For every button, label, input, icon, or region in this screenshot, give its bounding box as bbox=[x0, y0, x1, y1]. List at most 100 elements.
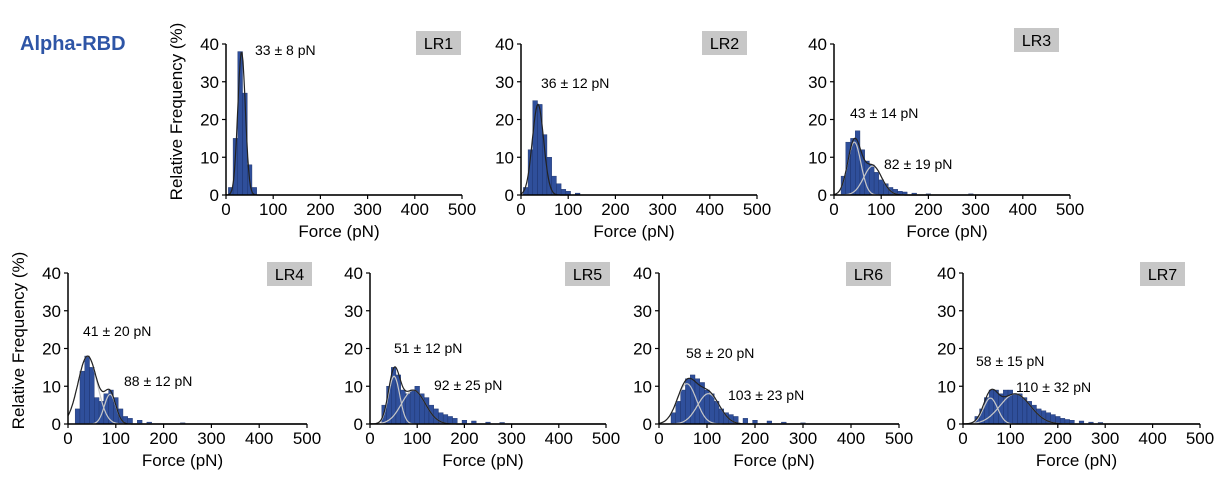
y-tick-label: 0 bbox=[210, 186, 219, 205]
panel-badge bbox=[846, 262, 891, 286]
histogram-bar bbox=[447, 416, 453, 425]
histogram-bar bbox=[699, 382, 705, 425]
histogram-panel-lr1: 0 100 200 300 400 500 0 10 20 30 40 Force (pN) Relat… bbox=[167, 23, 476, 241]
panel-label: LR5 bbox=[573, 267, 602, 284]
y-tick-label: 10 bbox=[495, 148, 514, 167]
histogram-panel-lr5: 0 100 200 300 400 500 0 10 20 30 40 Force (pN) LR5 51… bbox=[344, 262, 620, 470]
histogram-bar bbox=[1012, 393, 1018, 425]
x-axis-title: Force (pN) bbox=[442, 451, 523, 470]
panel-label: LR3 bbox=[1022, 33, 1051, 50]
histogram-bar bbox=[127, 418, 133, 425]
histogram-bar bbox=[878, 179, 884, 196]
y-tick-label: 20 bbox=[495, 111, 514, 130]
x-tick-label: 300 bbox=[353, 200, 381, 219]
histogram-bar bbox=[873, 172, 880, 196]
fit-annotation: 43 ± 14 pN bbox=[850, 105, 918, 121]
y-tick-label: 40 bbox=[42, 264, 61, 283]
panel-label: LR6 bbox=[854, 267, 883, 284]
x-axis-title: Force (pN) bbox=[593, 222, 674, 241]
fit-annotation: 36 ± 12 pN bbox=[541, 75, 609, 91]
x-tick-label: 400 bbox=[696, 200, 724, 219]
y-tick-label: 40 bbox=[344, 264, 363, 283]
histogram-bar bbox=[1017, 393, 1023, 425]
x-tick-label: 500 bbox=[885, 429, 913, 448]
x-tick-label: 300 bbox=[648, 200, 676, 219]
x-tick-label: 400 bbox=[1138, 429, 1166, 448]
x-tick-label: 200 bbox=[149, 429, 177, 448]
histogram-bar bbox=[670, 412, 676, 425]
panel-badge bbox=[267, 262, 312, 286]
histogram-bar bbox=[988, 389, 995, 425]
histogram-bar bbox=[237, 51, 243, 196]
panel-badge bbox=[565, 262, 610, 286]
fit-annotation: 58 ± 15 pN bbox=[976, 353, 1044, 369]
y-tick-label: 40 bbox=[633, 264, 652, 283]
x-tick-label: 200 bbox=[741, 429, 769, 448]
y-tick-label: 30 bbox=[808, 73, 827, 92]
x-tick-label: 100 bbox=[693, 429, 721, 448]
y-tick-label: 10 bbox=[200, 148, 219, 167]
y-tick-label: 0 bbox=[354, 415, 363, 434]
x-tick-label: 300 bbox=[789, 429, 817, 448]
figure-title: Alpha-RBD bbox=[20, 33, 126, 55]
x-tick-label: 300 bbox=[961, 200, 989, 219]
histogram-bar bbox=[560, 189, 567, 196]
x-tick-label: 100 bbox=[867, 200, 895, 219]
y-tick-label: 30 bbox=[937, 302, 956, 321]
x-tick-label: 0 bbox=[365, 429, 374, 448]
fit-annotation: 103 ± 23 pN bbox=[728, 387, 804, 403]
x-tick-label: 400 bbox=[245, 429, 273, 448]
x-tick-label: 200 bbox=[601, 200, 629, 219]
y-tick-label: 30 bbox=[344, 302, 363, 321]
x-tick-label: 100 bbox=[403, 429, 431, 448]
histogram-bar bbox=[675, 401, 681, 425]
x-tick-label: 100 bbox=[259, 200, 287, 219]
fit-annotation: 58 ± 20 pN bbox=[686, 345, 754, 361]
y-tick-label: 30 bbox=[200, 73, 219, 92]
histogram-bar bbox=[409, 389, 416, 425]
histogram-panel-lr3: 0 100 200 300 400 500 0 10 20 30 40 Force (pN) LR3 43… bbox=[808, 28, 1084, 241]
panel-badge bbox=[416, 31, 461, 55]
histogram-bar bbox=[998, 393, 1004, 425]
y-tick-label: 20 bbox=[344, 340, 363, 359]
x-tick-label: 200 bbox=[306, 200, 334, 219]
x-tick-label: 400 bbox=[837, 429, 865, 448]
histogram-bar bbox=[993, 389, 999, 425]
x-tick-label: 500 bbox=[293, 429, 321, 448]
x-tick-label: 300 bbox=[197, 429, 225, 448]
histogram-bar bbox=[84, 355, 90, 425]
fit-annotation: 82 ± 19 pN bbox=[884, 156, 952, 172]
y-tick-label: 20 bbox=[200, 111, 219, 130]
histogram-panel-lr2: 0 100 200 300 400 500 0 10 20 30 40 Force (pN) LR2 36… bbox=[495, 31, 771, 241]
y-tick-label: 10 bbox=[344, 377, 363, 396]
y-tick-label: 20 bbox=[633, 340, 652, 359]
y-tick-label: 0 bbox=[505, 186, 514, 205]
x-tick-label: 500 bbox=[448, 200, 476, 219]
histogram-bar bbox=[400, 389, 406, 425]
fit-annotation: 88 ± 12 pN bbox=[124, 373, 192, 389]
y-tick-label: 0 bbox=[818, 186, 827, 205]
x-tick-label: 0 bbox=[829, 200, 838, 219]
fit-annotation: 110 ± 32 pN bbox=[1016, 379, 1091, 395]
y-tick-label: 0 bbox=[643, 415, 652, 434]
y-tick-label: 40 bbox=[937, 264, 956, 283]
panel-label: LR7 bbox=[1148, 267, 1177, 284]
fit-total-curve bbox=[225, 52, 462, 196]
x-tick-label: 200 bbox=[914, 200, 942, 219]
x-tick-label: 500 bbox=[592, 429, 620, 448]
x-tick-label: 0 bbox=[221, 200, 230, 219]
x-tick-label: 100 bbox=[554, 200, 582, 219]
histogram-bar bbox=[452, 418, 458, 425]
y-tick-label: 0 bbox=[947, 415, 956, 434]
x-tick-label: 400 bbox=[401, 200, 429, 219]
y-tick-label: 10 bbox=[937, 377, 956, 396]
y-tick-label: 20 bbox=[42, 340, 61, 359]
y-tick-label: 10 bbox=[808, 148, 827, 167]
y-tick-label: 20 bbox=[808, 111, 827, 130]
panel-badge bbox=[702, 31, 747, 55]
y-tick-label: 40 bbox=[495, 35, 514, 54]
y-tick-label: 10 bbox=[42, 377, 61, 396]
x-tick-label: 300 bbox=[1091, 429, 1119, 448]
